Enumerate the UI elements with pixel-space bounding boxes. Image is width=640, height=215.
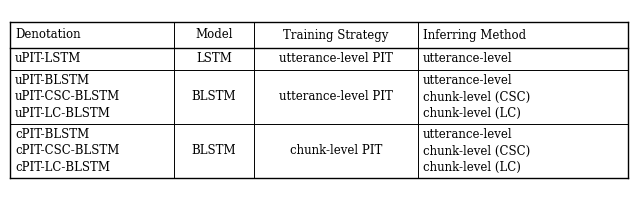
Text: uPIT-LSTM: uPIT-LSTM [15,52,81,66]
Text: BLSTM: BLSTM [191,91,236,103]
Text: cPIT-BLSTM: cPIT-BLSTM [15,128,89,141]
Text: uPIT-LC-BLSTM: uPIT-LC-BLSTM [15,107,111,120]
Text: utterance-level: utterance-level [423,52,513,66]
Text: Inferring Method: Inferring Method [423,29,526,41]
Text: chunk-level (CSC): chunk-level (CSC) [423,144,530,158]
Text: chunk-level (CSC): chunk-level (CSC) [423,91,530,103]
Text: chunk-level PIT: chunk-level PIT [290,144,382,158]
Text: BLSTM: BLSTM [191,144,236,158]
Text: LSTM: LSTM [196,52,232,66]
Text: Model: Model [195,29,233,41]
Text: cPIT-CSC-BLSTM: cPIT-CSC-BLSTM [15,144,120,158]
Text: utterance-level PIT: utterance-level PIT [279,52,393,66]
Text: utterance-level PIT: utterance-level PIT [279,91,393,103]
Text: cPIT-LC-BLSTM: cPIT-LC-BLSTM [15,161,110,174]
Text: uPIT-CSC-BLSTM: uPIT-CSC-BLSTM [15,91,120,103]
Text: chunk-level (LC): chunk-level (LC) [423,107,521,120]
Text: Training Strategy: Training Strategy [284,29,388,41]
Text: utterance-level: utterance-level [423,128,513,141]
Text: uPIT-BLSTM: uPIT-BLSTM [15,74,90,87]
Text: Denotation: Denotation [15,29,81,41]
Text: utterance-level: utterance-level [423,74,513,87]
Text: chunk-level (LC): chunk-level (LC) [423,161,521,174]
